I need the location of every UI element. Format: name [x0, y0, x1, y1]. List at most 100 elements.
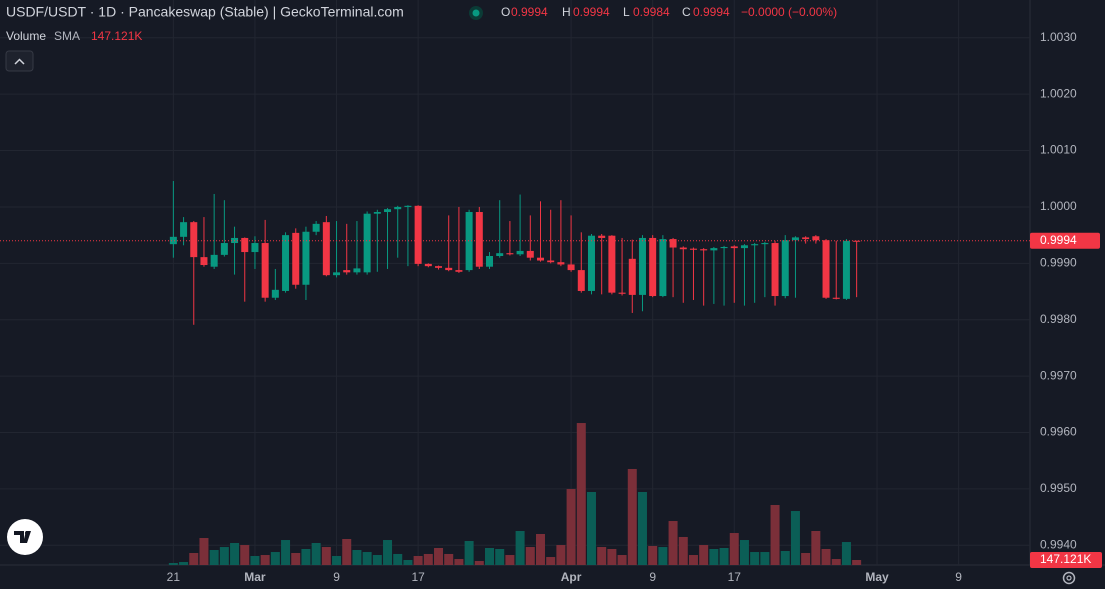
candle-body	[649, 237, 657, 297]
tv-logo[interactable]	[7, 519, 43, 555]
candle-body	[812, 236, 820, 241]
volume-bar	[729, 533, 739, 565]
candle-body	[282, 235, 290, 291]
candle-body	[618, 292, 626, 294]
volume-bar	[780, 550, 790, 565]
y-tick-label: 1.0020	[1040, 86, 1077, 100]
candle-body	[302, 231, 310, 285]
volume-label-box	[1030, 551, 1102, 568]
volume-bar	[688, 555, 698, 565]
volume-bar	[831, 559, 841, 565]
volume-bar	[485, 548, 495, 565]
volume-bar	[505, 555, 515, 565]
sma-legend: SMA	[54, 29, 80, 43]
x-tick-label: 21	[167, 570, 181, 584]
candle-body	[496, 253, 504, 256]
volume-bar	[454, 559, 464, 565]
volume-bar	[281, 540, 291, 565]
candle-body	[455, 270, 463, 272]
candle-body	[598, 235, 606, 238]
volume-bar	[434, 548, 444, 565]
candle-body	[465, 212, 473, 271]
candle-body	[761, 243, 769, 245]
candle-body	[190, 222, 198, 258]
volume-bar	[566, 489, 576, 565]
axis-labels: 1.0030 1.0020 1.0010 1.0000 0.9990 0.9980 0.99…	[167, 30, 1102, 584]
candle-body	[526, 250, 534, 258]
x-tick-label: 9	[649, 570, 656, 584]
volume-bar	[627, 468, 637, 565]
volume-bar	[260, 555, 270, 565]
candle-body	[516, 250, 524, 255]
candle-body	[669, 239, 677, 248]
x-tick-label: 9	[955, 570, 962, 584]
candle-body	[200, 257, 208, 266]
volume-bar	[270, 552, 280, 565]
candle-body	[730, 246, 738, 249]
volume-bar	[811, 531, 821, 565]
candle-body	[333, 272, 341, 276]
volume-bar	[474, 560, 484, 565]
ohlc-value: 0.9994	[693, 5, 730, 19]
volume-bar	[301, 548, 311, 565]
volume-bar	[658, 547, 668, 565]
volume-bar	[525, 547, 535, 565]
candle-body	[373, 212, 381, 214]
x-tick-label: Apr	[561, 570, 582, 584]
x-tick-label: 9	[333, 570, 340, 584]
settings-icon[interactable]	[1062, 571, 1076, 585]
candle-body	[720, 246, 728, 249]
candle-body	[771, 243, 779, 297]
volume-bar	[240, 545, 250, 565]
status-dot	[472, 9, 480, 17]
volume-bar	[852, 559, 862, 565]
candle-body	[424, 263, 432, 267]
volume-bar	[597, 547, 607, 565]
candle-body	[210, 254, 218, 267]
volume-bar	[546, 557, 556, 565]
x-tick-label: May	[865, 570, 889, 584]
volume-bar	[189, 552, 199, 565]
volume-bar	[444, 553, 454, 565]
candle-body	[689, 248, 697, 250]
y-tick-label: 0.9950	[1040, 481, 1077, 495]
volume-bar	[841, 542, 851, 565]
volume-bar	[372, 555, 382, 565]
candle-body	[312, 223, 320, 232]
volume	[168, 423, 862, 565]
volume-bar	[291, 552, 301, 565]
candle-body	[740, 245, 748, 249]
ohlc-value: 0.9994	[573, 5, 610, 19]
volume-bar	[739, 540, 749, 565]
x-tick-label: Mar	[244, 570, 266, 584]
volume-bar	[790, 511, 800, 565]
volume-bar	[342, 538, 352, 565]
candle-body	[251, 243, 259, 253]
candle-body	[802, 237, 810, 240]
volume-bar	[556, 545, 566, 565]
candle-body	[608, 235, 616, 293]
volume-bar	[219, 547, 229, 565]
volume-bar	[607, 548, 617, 565]
collapse-button[interactable]	[5, 50, 34, 72]
candle-body	[343, 270, 351, 273]
volume-bar	[230, 543, 240, 565]
volume-legend-value: 147.121K	[91, 29, 142, 43]
change: −0.0000 (−0.00%)	[741, 5, 837, 19]
volume-bar	[413, 555, 423, 565]
volume-legend: Volume	[6, 29, 46, 43]
volume-bar	[821, 548, 831, 565]
candle-body	[700, 249, 708, 251]
candle-body	[638, 237, 646, 295]
candle-body	[751, 244, 759, 246]
volume-bar	[209, 550, 219, 565]
volume-bar	[535, 533, 545, 565]
candle-body	[791, 237, 799, 241]
volume-bar	[383, 540, 393, 565]
y-tick-label: 0.9940	[1040, 537, 1077, 551]
candle-body	[557, 262, 565, 265]
candle-body	[536, 257, 544, 261]
candle-body	[241, 237, 249, 253]
volume-bar	[699, 545, 709, 565]
